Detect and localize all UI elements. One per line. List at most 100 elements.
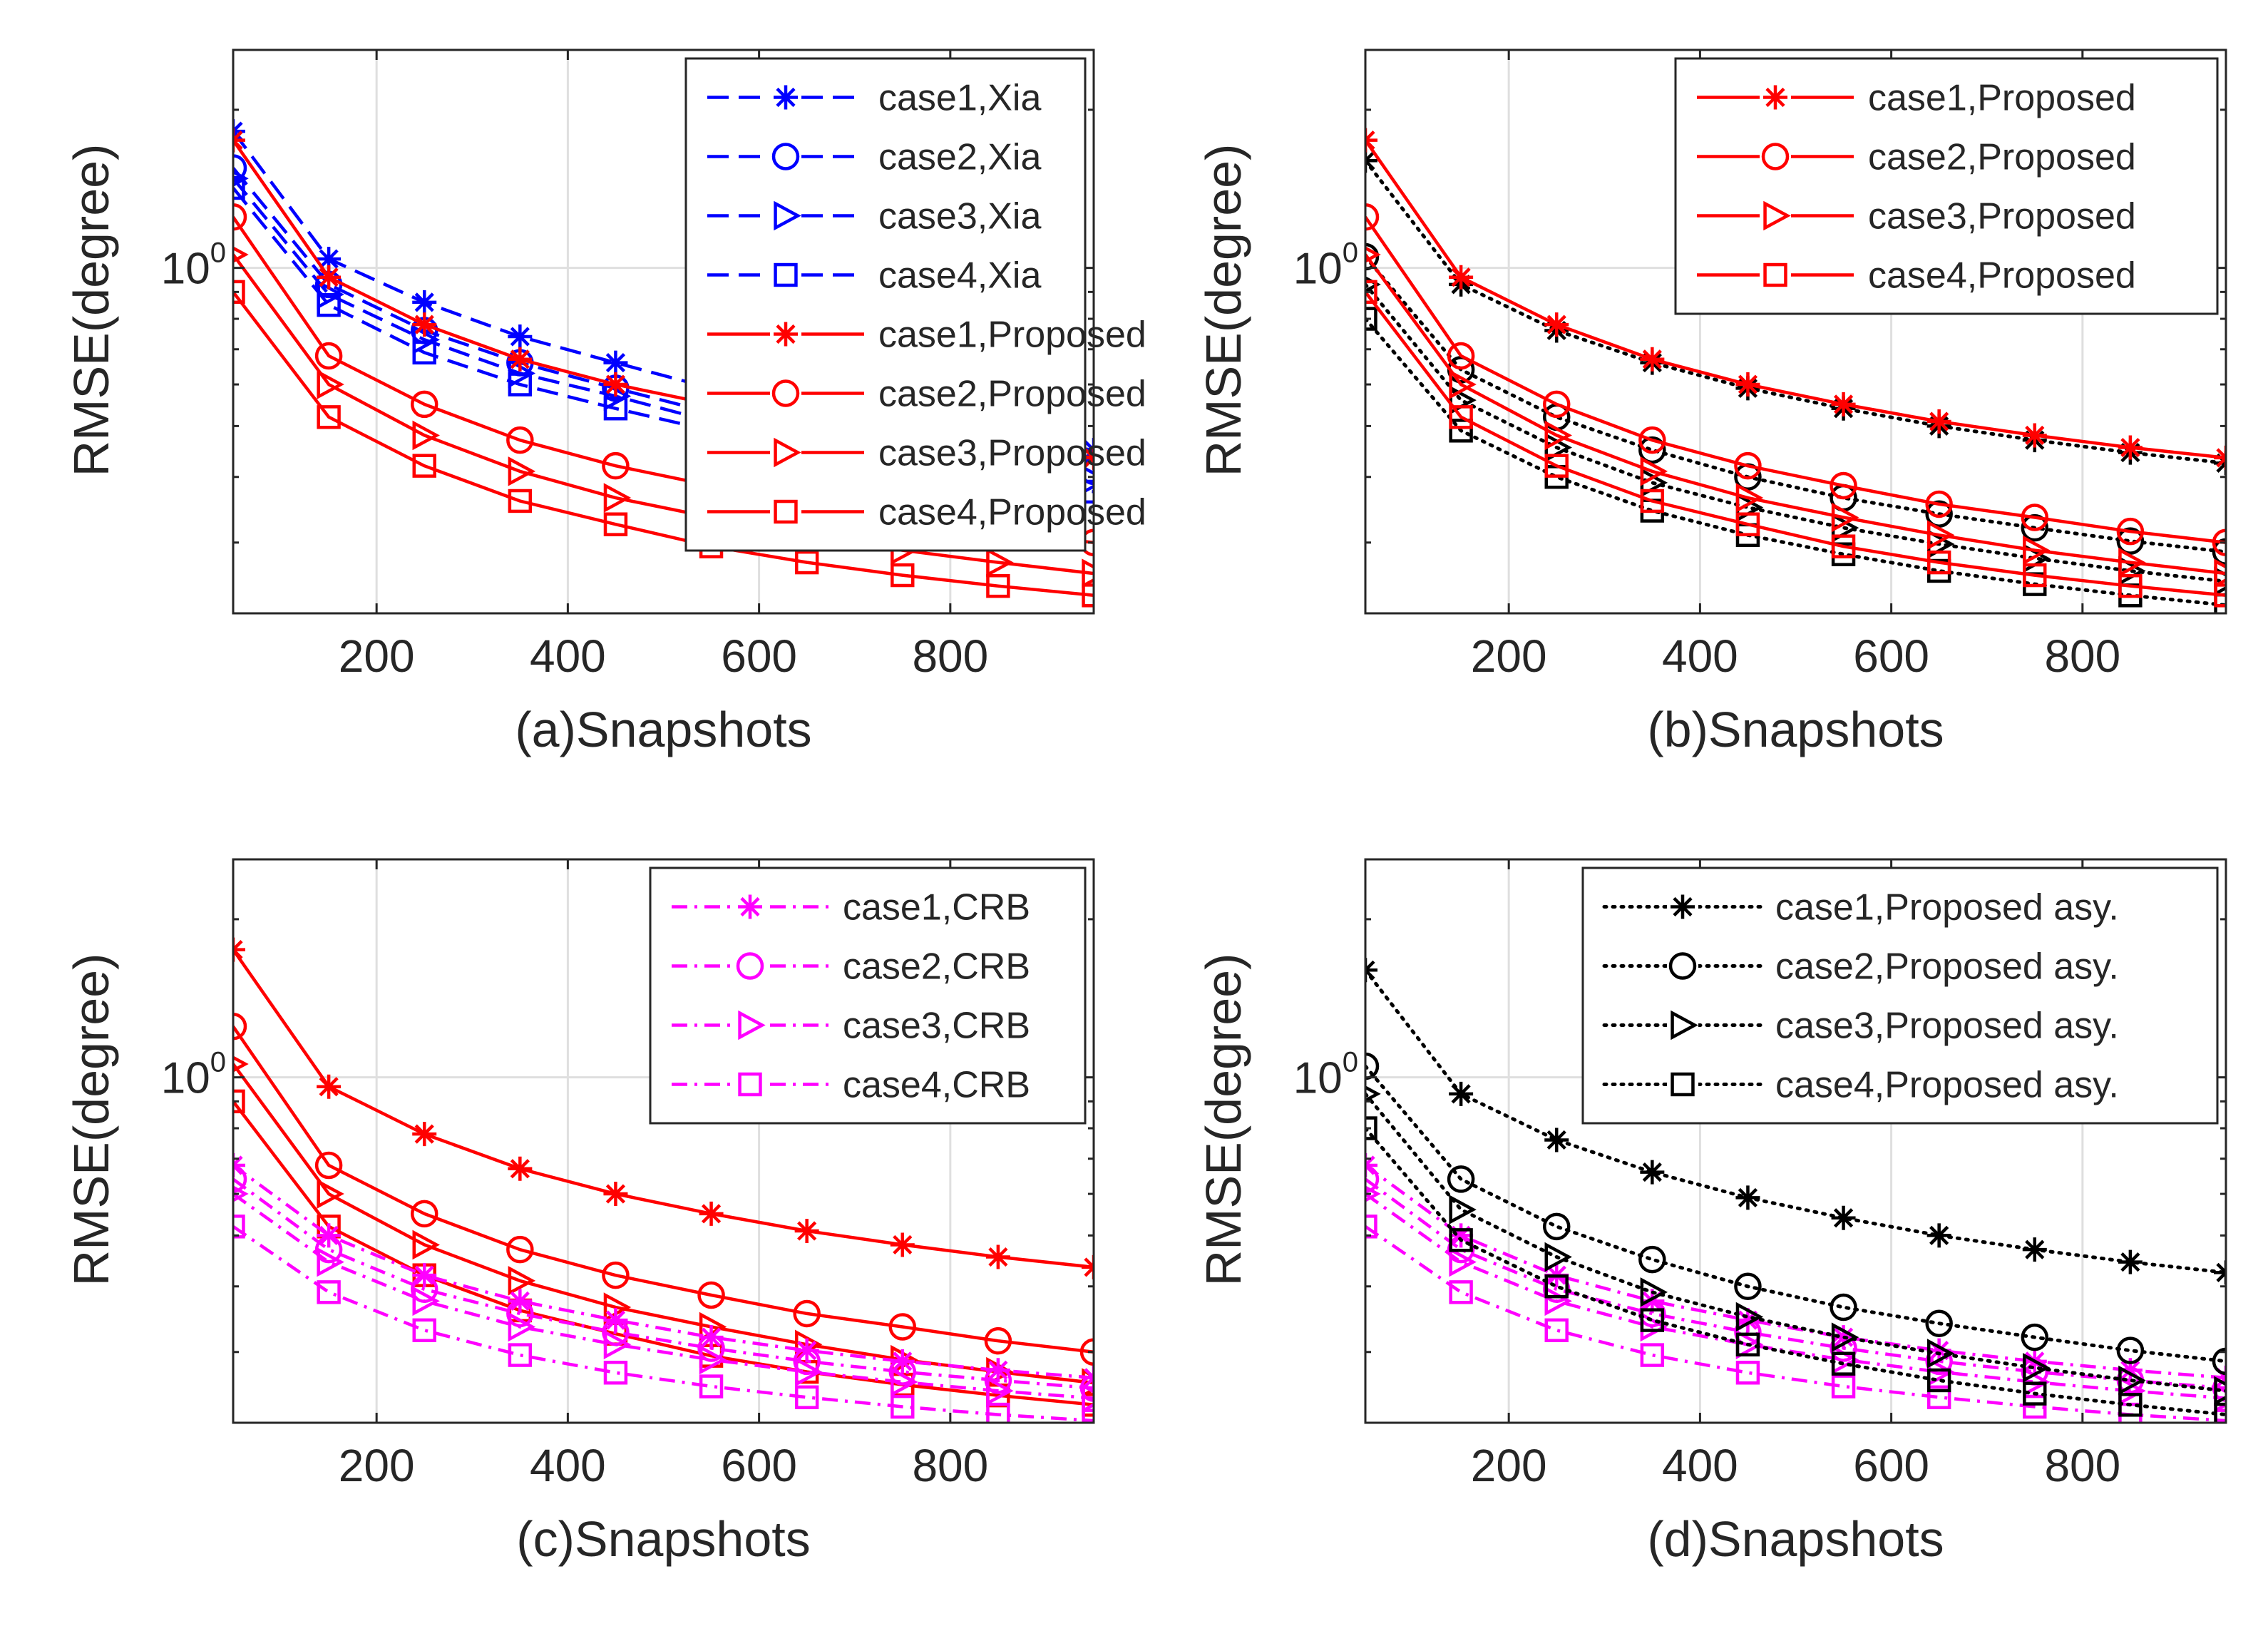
data-point xyxy=(1831,1205,1856,1230)
data-point xyxy=(2118,573,2143,598)
data-point xyxy=(2023,1381,2047,1406)
y-axis-title: RMSE(degree) xyxy=(1196,953,1251,1287)
data-point xyxy=(1447,342,1475,370)
series-line xyxy=(233,1100,1094,1407)
data-point xyxy=(891,563,915,588)
data-point xyxy=(603,372,628,397)
data-point xyxy=(2212,1374,2226,1402)
data-point xyxy=(699,1344,727,1375)
legend-marker xyxy=(1671,1010,1698,1041)
data-point xyxy=(603,512,628,536)
data-point xyxy=(233,1215,245,1239)
series-line xyxy=(1365,255,2226,554)
data-point xyxy=(317,1179,344,1209)
data-point xyxy=(412,290,437,315)
data-point xyxy=(2214,583,2226,608)
data-point xyxy=(317,265,342,290)
data-point xyxy=(1640,1277,1668,1307)
series-line xyxy=(233,1164,1094,1380)
x-tick-label: 200 xyxy=(339,630,415,682)
data-point xyxy=(508,489,533,513)
series-line xyxy=(1365,1224,2226,1423)
data-point xyxy=(1638,426,1666,454)
data-point xyxy=(508,1312,536,1342)
x-axis-title: (a)Snapshots xyxy=(515,702,811,757)
data-point xyxy=(603,1361,628,1385)
series-case2-proposed-asy- xyxy=(1365,1052,2226,1376)
data-point xyxy=(1082,1383,1094,1413)
data-point xyxy=(1542,390,1571,419)
series-line xyxy=(233,291,1094,598)
data-point xyxy=(602,451,630,480)
data-point xyxy=(1735,483,1764,513)
data-point xyxy=(1831,1351,1856,1376)
legend-label: case3,Xia xyxy=(878,196,1041,237)
legend-item: case4,Proposed asy. xyxy=(1602,1065,2119,1106)
data-point xyxy=(317,1074,342,1099)
x-tick-label: 800 xyxy=(2044,1440,2120,1491)
data-point xyxy=(1365,203,1380,231)
data-point xyxy=(2023,563,2047,588)
data-point xyxy=(1365,1052,1380,1080)
legend-label: case1,Proposed xyxy=(878,315,1146,356)
data-point xyxy=(1926,1385,1951,1409)
legend-marker xyxy=(774,322,798,347)
data-point xyxy=(1831,1374,1856,1399)
legend-marker xyxy=(736,952,764,980)
data-point xyxy=(1640,1308,1665,1332)
y-tick-label: 100 xyxy=(161,1047,226,1103)
legend-item: case2,Xia xyxy=(707,137,1041,178)
data-point xyxy=(2116,1336,2145,1364)
panel-c: 200 400 600 800 100 (c)Snapshots RMSE(degree) c… xyxy=(63,858,1095,1567)
x-tick-label: 800 xyxy=(912,1440,988,1491)
data-point xyxy=(412,1122,437,1147)
legend-item: case1,CRB xyxy=(672,887,1030,929)
data-point xyxy=(1449,369,1477,399)
series-line xyxy=(233,130,1094,452)
legend: case1,Proposed case2,Proposed case3,Propos… xyxy=(1674,57,2219,315)
legend-marker xyxy=(774,262,798,287)
legend-marker xyxy=(774,499,798,524)
x-axis-title: (b)Snapshots xyxy=(1647,702,1944,757)
x-tick-label: 600 xyxy=(1853,1440,1929,1491)
data-point xyxy=(1449,1280,1473,1304)
series-line xyxy=(1365,1126,2226,1417)
data-point xyxy=(1544,420,1572,451)
series-line xyxy=(233,1224,1094,1423)
legend-item: case4,CRB xyxy=(672,1065,1030,1106)
data-point xyxy=(410,1200,438,1228)
data-point xyxy=(412,1263,437,1288)
data-point xyxy=(603,1182,628,1207)
legend-item: case2,CRB xyxy=(672,946,1030,988)
legend-item: case2,Proposed asy. xyxy=(1602,946,2119,988)
legend-marker xyxy=(1763,200,1791,231)
series-case3-crb xyxy=(233,1185,1094,1413)
data-point xyxy=(1544,312,1569,337)
legend-marker xyxy=(771,379,800,407)
data-point xyxy=(317,369,344,399)
data-point xyxy=(794,1356,823,1387)
legend-marker xyxy=(1671,894,1695,919)
data-point xyxy=(1447,1165,1475,1193)
data-point xyxy=(1449,265,1474,290)
legend-marker xyxy=(771,143,800,170)
data-point xyxy=(890,1232,915,1257)
data-point xyxy=(508,1266,536,1296)
data-point xyxy=(1926,1368,1951,1393)
legend-marker xyxy=(774,85,798,110)
data-point xyxy=(508,324,533,349)
legend-label: case1,Proposed asy. xyxy=(1775,887,2119,929)
data-point xyxy=(412,312,437,337)
series-line xyxy=(233,253,1094,576)
axes-box xyxy=(1364,48,2227,615)
data-point xyxy=(986,547,1014,578)
data-point xyxy=(1082,558,1094,588)
legend: case1,CRB case2,CRB case3,CRB case4,CRB xyxy=(649,866,1087,1125)
data-point xyxy=(1449,1223,1474,1248)
y-axis-title: RMSE(degree) xyxy=(1196,144,1251,477)
series-line xyxy=(1365,1177,2226,1390)
data-point xyxy=(699,1201,724,1226)
data-point xyxy=(1926,520,1955,551)
legend-item: case3,Proposed asy. xyxy=(1602,1006,2119,1047)
data-point xyxy=(1830,1293,1857,1321)
